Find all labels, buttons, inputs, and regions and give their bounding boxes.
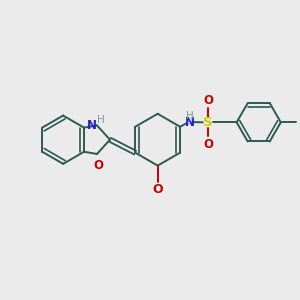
Text: N: N	[86, 119, 96, 132]
Text: S: S	[203, 116, 213, 129]
Text: N: N	[184, 116, 194, 129]
Text: O: O	[203, 94, 213, 107]
Text: O: O	[93, 159, 103, 172]
Text: H: H	[97, 116, 104, 125]
Text: H: H	[186, 111, 194, 121]
Text: O: O	[203, 138, 213, 151]
Text: O: O	[152, 183, 163, 196]
